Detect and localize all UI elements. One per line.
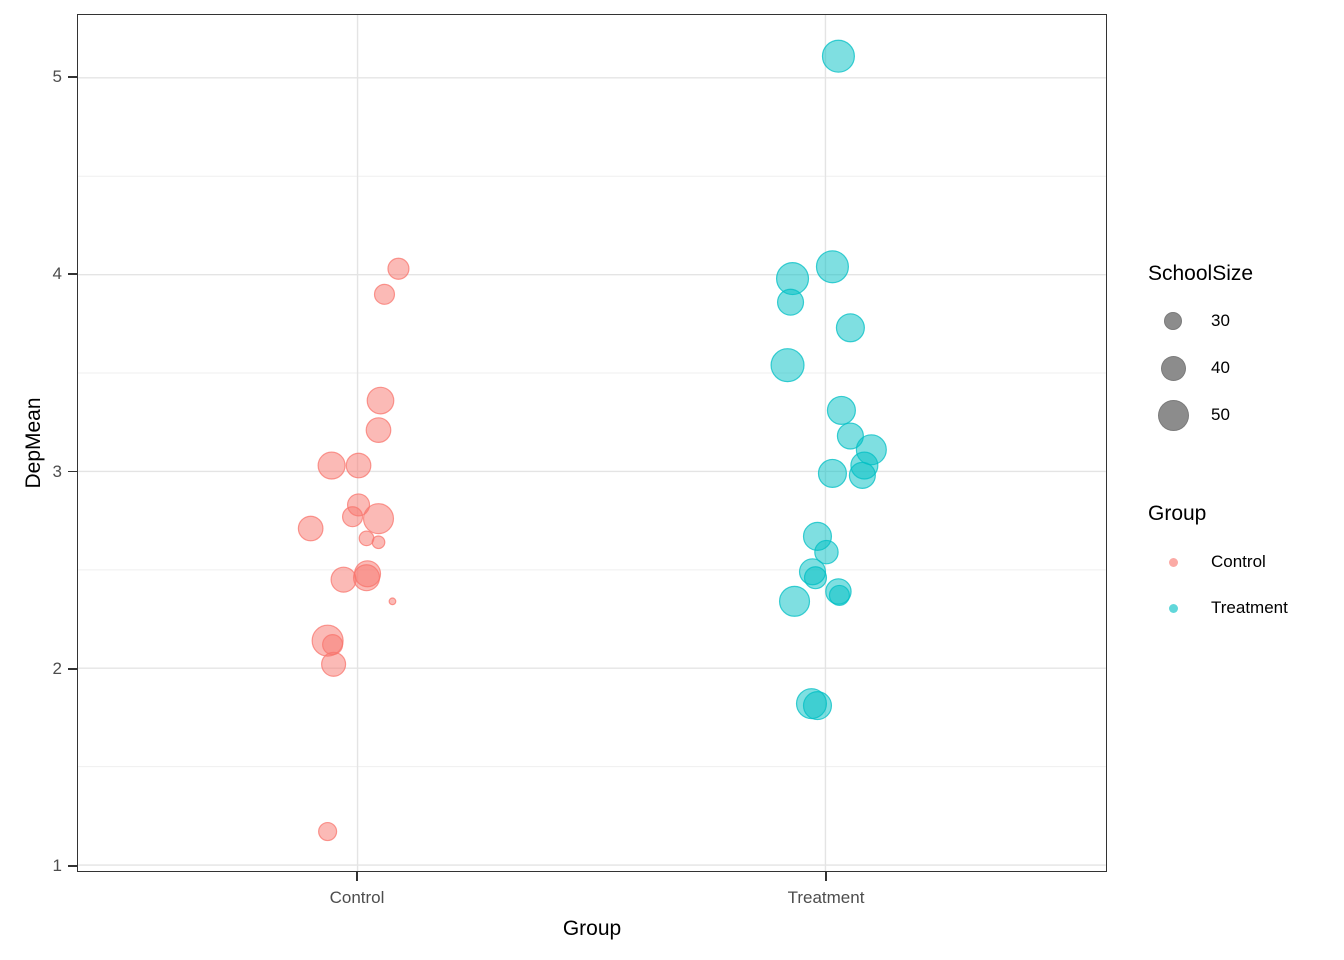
- x-tick-label: Treatment: [787, 888, 865, 907]
- group-legend-dot-icon: [1169, 557, 1178, 567]
- y-tick-label: 2: [52, 658, 62, 678]
- y-tick-label: 4: [52, 264, 62, 284]
- y-axis-tick: [68, 470, 77, 473]
- data-point-control: [352, 564, 381, 592]
- data-point-control: [362, 503, 395, 535]
- data-point-treatment: [803, 566, 828, 590]
- data-point-treatment: [815, 250, 849, 284]
- size-legend-bubble-icon: [1164, 312, 1182, 330]
- data-point-treatment: [835, 313, 865, 343]
- size-legend-bubble-icon: [1160, 355, 1186, 381]
- x-axis-title: Group: [562, 917, 622, 940]
- data-point-control: [388, 597, 397, 606]
- data-point-treatment: [778, 585, 811, 617]
- data-point-control: [387, 257, 410, 280]
- size-legend-label: 40: [1211, 358, 1230, 377]
- data-point-control: [366, 386, 395, 415]
- data-point-control: [330, 566, 357, 593]
- data-point-control: [373, 283, 396, 305]
- group-legend-label: Treatment: [1211, 598, 1288, 617]
- y-tick-label: 3: [52, 461, 62, 481]
- data-point-control: [297, 515, 324, 542]
- size-legend-label: 50: [1211, 405, 1230, 424]
- data-point-control: [341, 506, 364, 528]
- x-tick-label: Control: [329, 888, 385, 907]
- y-axis-tick: [68, 865, 77, 867]
- data-point-treatment: [826, 395, 856, 425]
- data-point-treatment: [828, 584, 850, 606]
- plot-panel: [77, 14, 1107, 872]
- data-point-control: [371, 535, 386, 550]
- size-legend-bubble-icon: [1157, 399, 1189, 431]
- data-point-treatment: [802, 691, 833, 721]
- size-legend-label: 30: [1211, 311, 1230, 330]
- group-legend-dot-icon: [1169, 603, 1178, 613]
- x-axis-tick: [825, 872, 827, 881]
- color-legend-title: Group: [1148, 502, 1207, 525]
- data-point-control: [321, 651, 347, 677]
- data-point-treatment: [836, 422, 864, 450]
- x-axis-tick: [356, 872, 358, 881]
- data-point-treatment: [814, 539, 839, 565]
- y-axis-tick: [68, 667, 77, 670]
- y-axis-tick: [68, 273, 77, 276]
- y-axis-tick: [68, 76, 77, 78]
- data-point-treatment: [821, 39, 855, 73]
- data-point-control: [365, 417, 392, 443]
- data-point-control: [358, 530, 375, 547]
- plot-area: [78, 15, 1106, 871]
- data-point-treatment: [848, 461, 876, 489]
- data-point-control: [345, 452, 372, 479]
- data-point-treatment: [776, 288, 805, 316]
- group-legend-label: Control: [1211, 552, 1266, 571]
- y-tick-label: 5: [52, 67, 62, 86]
- data-point-control: [318, 821, 338, 842]
- y-tick-label: 1: [52, 856, 62, 875]
- data-point-control: [322, 634, 344, 656]
- size-legend-title: SchoolSize: [1148, 262, 1254, 285]
- data-point-treatment: [770, 348, 805, 383]
- data-point-treatment: [817, 458, 848, 488]
- data-point-control: [317, 451, 346, 480]
